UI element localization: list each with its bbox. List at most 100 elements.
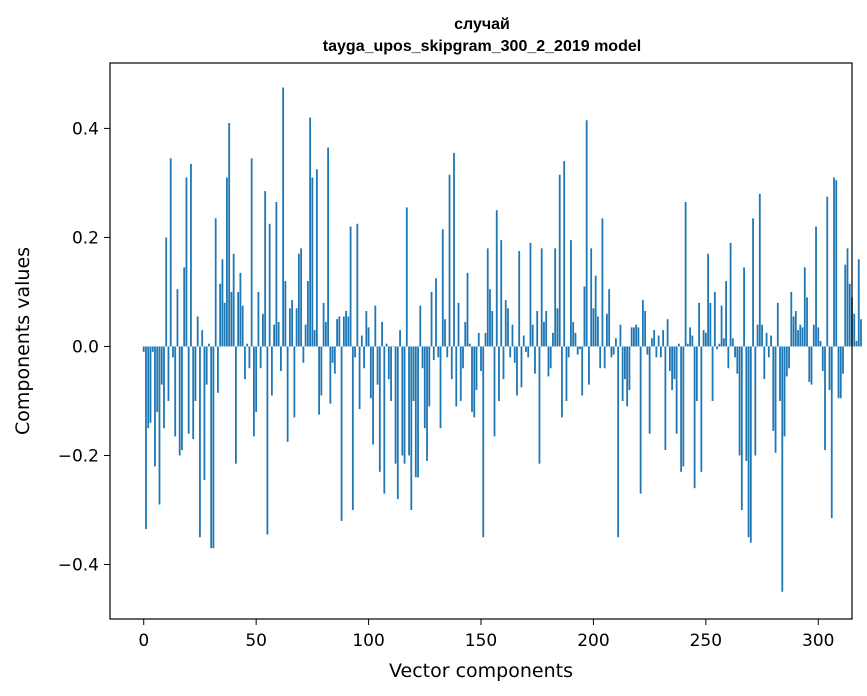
bar bbox=[315, 169, 318, 347]
bar bbox=[803, 267, 806, 347]
bar bbox=[738, 346, 741, 456]
bar bbox=[147, 346, 150, 429]
bar bbox=[792, 316, 795, 347]
bar bbox=[295, 308, 298, 347]
bar bbox=[545, 311, 548, 347]
bar bbox=[482, 346, 485, 538]
bar bbox=[776, 302, 779, 347]
bar bbox=[794, 311, 797, 347]
bar bbox=[291, 300, 294, 347]
bar bbox=[790, 291, 793, 347]
bar bbox=[172, 346, 174, 358]
bar bbox=[284, 281, 287, 347]
bar bbox=[639, 346, 642, 494]
bar bbox=[538, 346, 541, 464]
bar bbox=[518, 251, 521, 347]
bar bbox=[563, 161, 566, 347]
bar bbox=[394, 346, 397, 464]
bar bbox=[612, 346, 615, 355]
bar bbox=[356, 223, 359, 347]
bar bbox=[340, 346, 343, 521]
bar bbox=[493, 346, 496, 437]
bar bbox=[302, 346, 305, 363]
bar bbox=[632, 327, 635, 347]
bar bbox=[426, 346, 428, 461]
bar bbox=[214, 218, 217, 347]
bar bbox=[435, 278, 437, 347]
bar bbox=[675, 346, 678, 434]
bar bbox=[498, 346, 500, 401]
bar bbox=[268, 223, 271, 347]
bar bbox=[417, 346, 419, 478]
bar bbox=[599, 346, 602, 369]
bar bbox=[185, 177, 188, 347]
bar bbox=[592, 308, 595, 347]
chart-title: случай bbox=[454, 16, 510, 33]
bar bbox=[311, 177, 314, 347]
bar bbox=[176, 289, 179, 347]
bar bbox=[689, 327, 692, 347]
bar bbox=[511, 324, 514, 347]
bar bbox=[181, 346, 183, 451]
bar bbox=[448, 174, 451, 347]
bar bbox=[853, 313, 856, 347]
y-tick-label: 0.0 bbox=[72, 337, 99, 357]
bar bbox=[484, 332, 487, 347]
bar bbox=[365, 311, 368, 347]
bar bbox=[525, 346, 527, 352]
bar bbox=[615, 338, 617, 347]
bar bbox=[248, 346, 251, 369]
bar bbox=[677, 343, 680, 347]
bar bbox=[702, 330, 705, 347]
bar bbox=[698, 302, 701, 347]
bar bbox=[756, 324, 759, 347]
bar bbox=[408, 346, 410, 456]
bar bbox=[473, 346, 476, 418]
bar bbox=[405, 207, 408, 347]
bar bbox=[619, 324, 622, 347]
bar bbox=[720, 305, 723, 347]
bar bbox=[754, 346, 757, 456]
bar bbox=[464, 321, 467, 347]
bar bbox=[590, 248, 593, 347]
bar bbox=[610, 346, 613, 358]
bar bbox=[644, 311, 647, 347]
bar bbox=[567, 346, 570, 358]
bar bbox=[691, 335, 694, 347]
bar bbox=[338, 316, 341, 347]
bar bbox=[475, 346, 478, 391]
bar bbox=[758, 193, 761, 347]
bar bbox=[360, 335, 363, 347]
x-axis-ticks: 0 50 100 150 200 250 300 bbox=[138, 619, 834, 651]
bar bbox=[666, 319, 669, 347]
bar bbox=[288, 308, 291, 347]
bar bbox=[846, 248, 849, 347]
bar bbox=[421, 346, 424, 369]
x-tick-label: 200 bbox=[577, 631, 609, 651]
bar bbox=[270, 346, 273, 396]
bar bbox=[594, 275, 597, 347]
bar bbox=[574, 332, 577, 347]
bar bbox=[731, 338, 734, 347]
bar bbox=[471, 346, 473, 412]
bar bbox=[635, 324, 638, 347]
bar bbox=[522, 335, 525, 347]
bar bbox=[608, 289, 611, 347]
bar bbox=[149, 346, 152, 423]
bar bbox=[686, 343, 689, 347]
bar bbox=[342, 316, 345, 347]
bar bbox=[752, 218, 754, 347]
bar bbox=[261, 313, 264, 347]
bar bbox=[163, 346, 165, 429]
bar bbox=[167, 346, 170, 401]
bar bbox=[477, 332, 480, 347]
bar bbox=[466, 272, 469, 347]
bar bbox=[232, 253, 235, 347]
bar bbox=[444, 319, 446, 347]
bar bbox=[716, 346, 718, 350]
bar bbox=[237, 291, 240, 347]
bar bbox=[806, 297, 808, 347]
bar bbox=[772, 346, 775, 431]
bar bbox=[673, 346, 676, 380]
